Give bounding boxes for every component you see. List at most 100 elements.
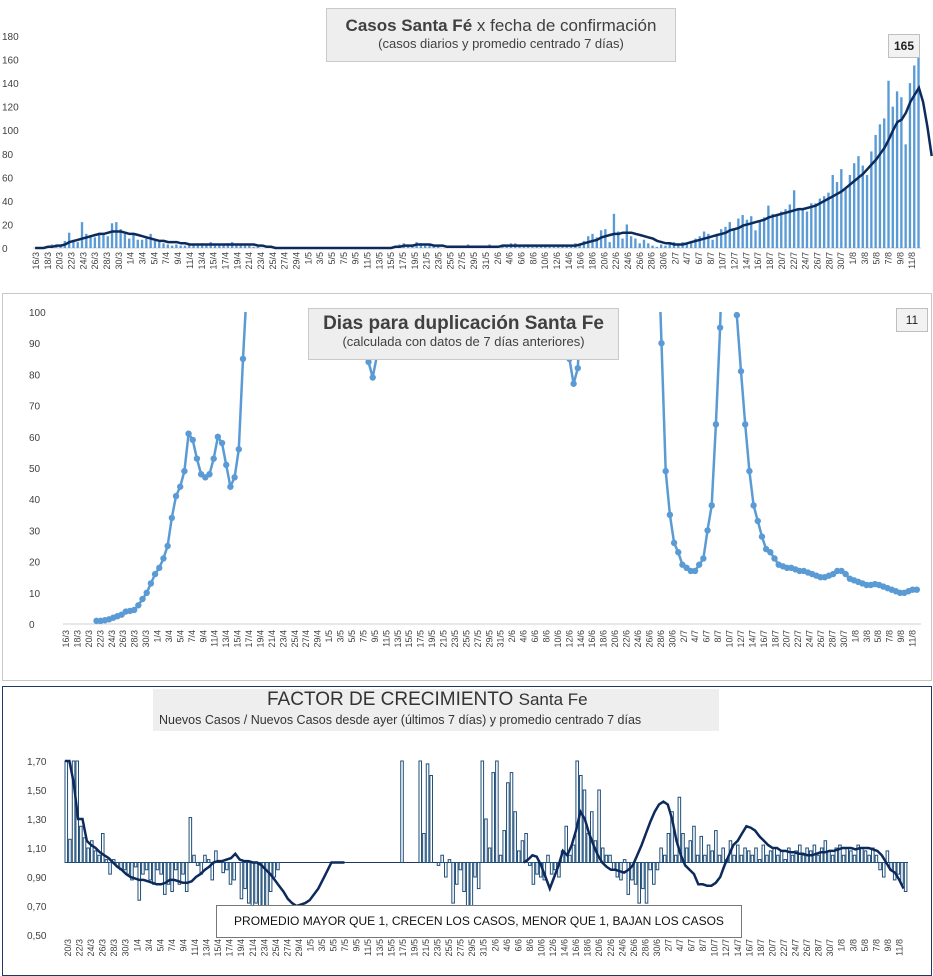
bar — [642, 239, 646, 248]
x-tick-label: 13/4 — [221, 630, 231, 648]
x-tick-label: 25/4 — [290, 630, 300, 648]
data-point — [156, 564, 163, 572]
bar — [844, 189, 847, 248]
bar — [575, 760, 579, 863]
x-tick-label: 9/4 — [198, 630, 208, 643]
x-tick-label: 9/8 — [883, 939, 893, 952]
x-tick-label: 11/8 — [894, 939, 904, 956]
x-tick-label: 22/3 — [95, 630, 105, 648]
x-tick-label: 27/5 — [473, 630, 483, 648]
bar — [765, 854, 769, 863]
bar — [484, 818, 488, 863]
x-tick-label: 6/7 — [702, 630, 712, 643]
data-point — [151, 570, 159, 578]
bar — [775, 216, 779, 248]
data-point — [227, 483, 234, 490]
bar — [218, 244, 221, 248]
bar — [830, 854, 835, 863]
bar — [870, 151, 873, 248]
bar — [495, 760, 499, 863]
data-point — [181, 467, 188, 475]
x-tick-label: 27/5 — [456, 939, 466, 957]
x-tick-label: 22/7 — [789, 252, 799, 270]
bar — [903, 862, 908, 892]
bar — [666, 833, 671, 863]
bar — [655, 862, 660, 871]
data-point — [658, 340, 665, 347]
bar — [865, 174, 869, 248]
bar — [743, 847, 747, 863]
bar — [604, 854, 609, 863]
bar — [76, 242, 79, 248]
x-tick-label: 7/5 — [358, 630, 368, 643]
bar — [549, 862, 554, 875]
bar — [272, 862, 277, 878]
x-tick-label: 18/3 — [72, 630, 82, 648]
bar — [451, 862, 455, 904]
x-tick-label: 20/6 — [599, 252, 609, 270]
x-tick-label: 22/3 — [75, 939, 85, 957]
x-tick-label: 19/5 — [409, 939, 419, 957]
x-tick-label: 2/7 — [663, 939, 673, 952]
bar — [805, 211, 809, 248]
y-tick-label: 70 — [29, 402, 41, 413]
bar — [179, 245, 182, 248]
bar — [166, 244, 169, 248]
bar — [100, 833, 105, 863]
x-tick-label: 15/5 — [386, 252, 396, 270]
bar — [819, 847, 824, 863]
bar — [664, 245, 667, 248]
x-tick-label: 28/6 — [640, 939, 650, 957]
x-tick-label: 8/6 — [525, 939, 535, 952]
x-tick-label: 14/6 — [576, 630, 586, 648]
x-tick-label: 1/5 — [324, 630, 334, 643]
y-tick-label: 100 — [29, 308, 46, 319]
bar — [874, 854, 879, 863]
bar — [203, 854, 207, 863]
bar — [810, 203, 813, 248]
bar — [163, 862, 167, 895]
bar — [213, 244, 217, 248]
x-tick-label: 26/3 — [98, 939, 108, 957]
bar — [422, 833, 426, 863]
bar — [513, 811, 517, 863]
y-tick-label: 0,70 — [27, 902, 47, 913]
bar — [845, 847, 850, 863]
bar — [896, 862, 901, 875]
bar — [582, 789, 587, 863]
y-tick-label: 60 — [2, 173, 14, 184]
x-tick-label: 18/3 — [43, 252, 53, 270]
x-tick-label: 16/7 — [753, 252, 763, 270]
bar — [522, 246, 526, 248]
bar — [487, 847, 492, 863]
x-tick-label: 30/6 — [667, 630, 677, 648]
bar — [136, 239, 139, 248]
x-tick-label: 23/4 — [259, 939, 269, 957]
x-tick-label: 2/6 — [493, 252, 503, 265]
bar — [432, 245, 435, 248]
x-tick-label: 26/6 — [644, 630, 654, 648]
bar — [728, 222, 731, 248]
bar — [132, 235, 135, 248]
bar — [149, 233, 152, 248]
data-point — [758, 533, 766, 540]
x-tick-label: 24/3 — [78, 252, 88, 270]
x-tick-label: 12/7 — [730, 252, 740, 270]
bar — [783, 859, 787, 864]
bar — [243, 245, 247, 248]
x-tick-label: 28/3 — [109, 939, 119, 957]
x-tick-label: 20/3 — [63, 939, 73, 957]
x-tick-label: 26/7 — [802, 939, 812, 957]
bar — [72, 239, 75, 248]
data-point — [193, 455, 201, 462]
bar — [629, 236, 633, 248]
x-tick-label: 15/5 — [404, 630, 414, 648]
bar — [655, 246, 659, 248]
x-tick-label: 24/6 — [633, 630, 643, 648]
x-tick-label: 18/6 — [583, 939, 593, 957]
bar — [97, 232, 101, 248]
x-tick-label: 13/5 — [393, 630, 403, 648]
x-tick-label: 20/6 — [594, 939, 604, 957]
bar — [506, 782, 510, 863]
data-point — [231, 474, 238, 481]
